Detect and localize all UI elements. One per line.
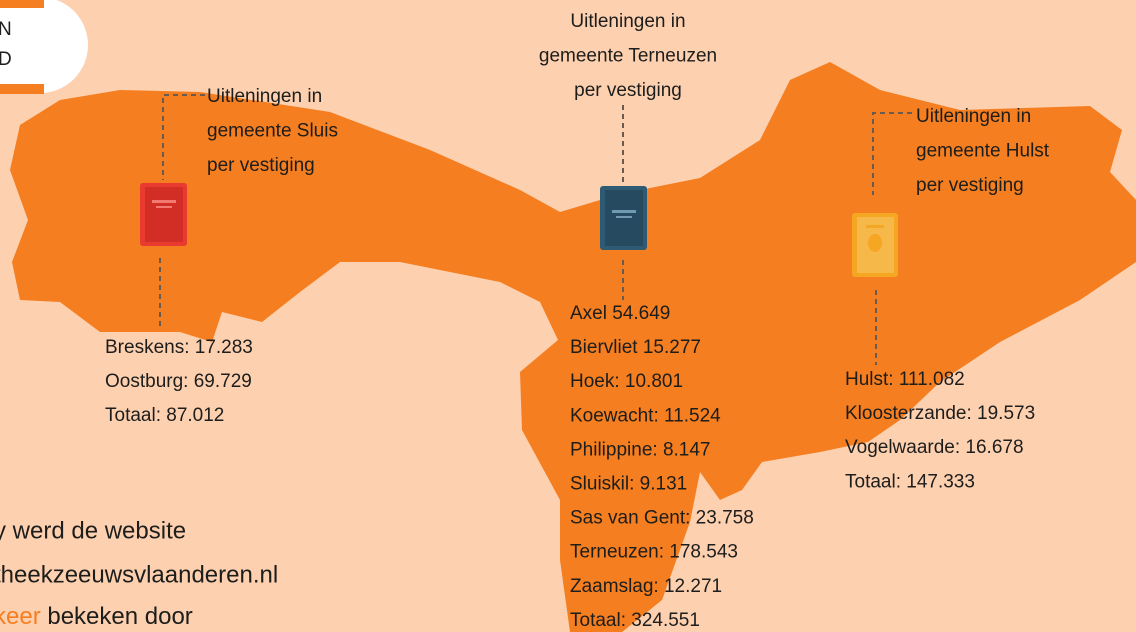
footer-rest: bekeken door: [41, 603, 193, 630]
branch-loans: Koewacht: 11.524: [570, 405, 721, 426]
region-title: Uitleningen in: [916, 106, 1031, 127]
branch-loans: Kloosterzande: 19.573: [845, 403, 1035, 424]
book-icon: [852, 213, 898, 277]
branch-loans: Totaal: 324.551: [570, 610, 700, 631]
map-shape: [10, 62, 1136, 632]
badge: N D: [0, 0, 88, 94]
branch-loans: Axel 54.649: [570, 303, 670, 324]
footer-text: theekzeeuwsvlaanderen.nl: [0, 561, 278, 588]
connector: [159, 94, 205, 330]
badge-box: [0, 0, 44, 94]
book-icon: [140, 183, 187, 246]
region-title: gemeente Hulst: [916, 141, 1050, 162]
branch-loans: Biervliet 15.277: [570, 337, 701, 358]
branch-loans: Oostburg: 69.729: [105, 371, 252, 392]
branch-loans: Terneuzen: 178.543: [570, 542, 738, 563]
region-title: gemeente Sluis: [207, 121, 338, 142]
region-title: per vestiging: [916, 175, 1024, 196]
branch-loans: Sluiskil: 9.131: [570, 474, 687, 495]
branch-loans: Hoek: 10.801: [570, 371, 683, 392]
branch-loans: Breskens: 17.283: [105, 337, 253, 358]
branch-loans: Hulst: 111.082: [845, 369, 965, 390]
branch-loans: Totaal: 87.012: [105, 405, 224, 426]
branch-loans: Philippine: 8.147: [570, 439, 711, 460]
branch-loans: Vogelwaarde: 16.678: [845, 437, 1024, 458]
region-title: Uitleningen in: [570, 11, 685, 32]
badge-border: [0, 0, 44, 8]
region-title: per vestiging: [574, 80, 682, 101]
branch-loans: Sas van Gent: 23.758: [570, 508, 754, 529]
branch-loans: Zaamslag: 12.271: [570, 576, 722, 597]
badge-text: N: [0, 19, 12, 40]
region-title: Uitleningen in: [207, 86, 322, 107]
footer-text: keer bekeken door: [0, 603, 193, 630]
connector: [872, 112, 912, 365]
badge-border: [0, 84, 44, 94]
book-icon: [600, 186, 647, 250]
region-title: gemeente Terneuzen: [539, 46, 717, 67]
badge-text: D: [0, 49, 12, 70]
region-title: per vestiging: [207, 155, 315, 176]
footer-highlight: keer: [0, 603, 41, 630]
branch-loans: Totaal: 147.333: [845, 471, 975, 492]
footer-text: y werd de website: [0, 517, 186, 544]
